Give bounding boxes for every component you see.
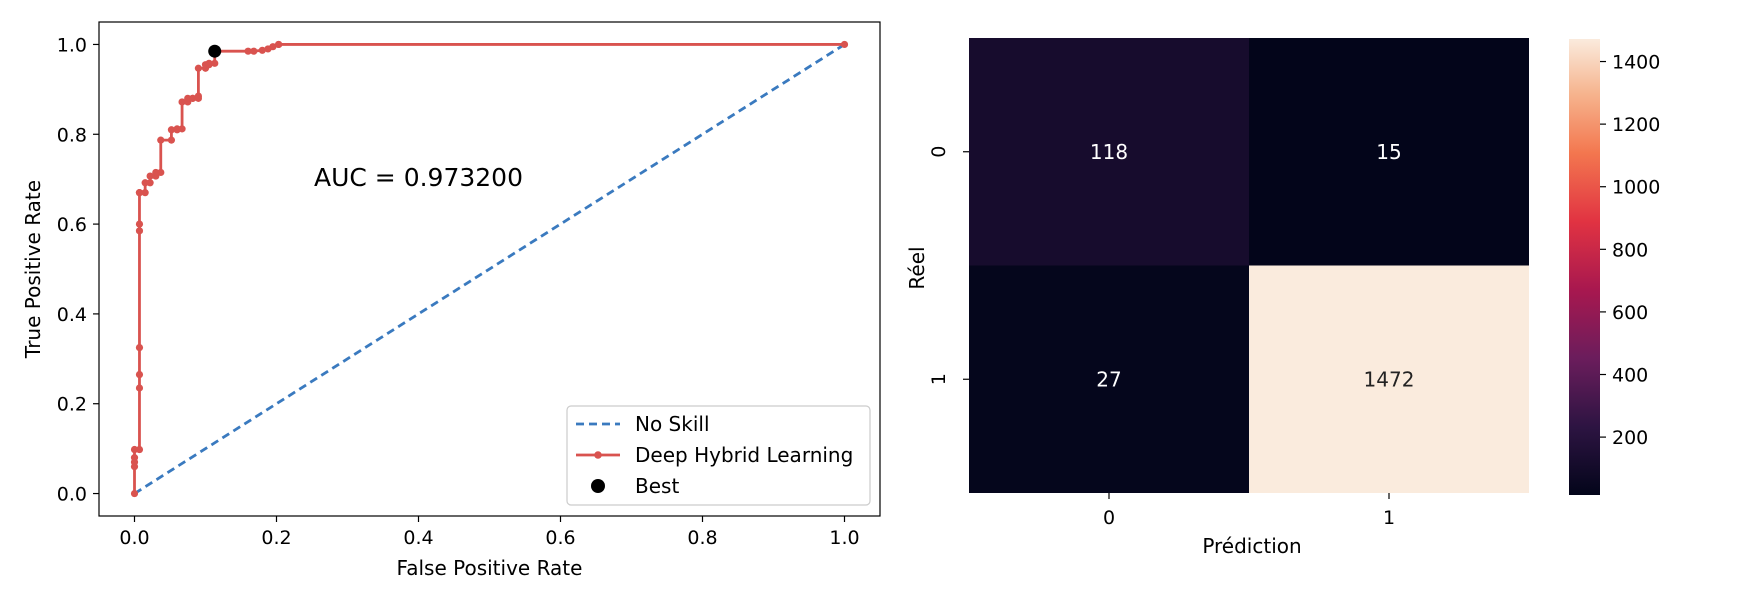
deep-hybrid-learning-point <box>258 46 266 54</box>
no-skill-line <box>133 43 846 495</box>
colorbar-tick-label: 600 <box>1612 302 1648 324</box>
roc-y-tick-label: 0.0 <box>57 484 87 506</box>
deep-hybrid-learning-point <box>211 59 219 67</box>
roc-x-tick-label: 1.0 <box>829 527 859 549</box>
deep-hybrid-learning-point <box>840 40 849 49</box>
roc-x-ticks: 0.0 0.2 0.4 0.6 0.8 1.0 <box>119 516 860 549</box>
cm-cell <box>969 38 1249 266</box>
roc-y-tick-label: 0.8 <box>57 124 87 146</box>
roc-x-tick-label: 0.6 <box>545 527 575 549</box>
roc-x-tick-label: 0.0 <box>119 527 149 549</box>
deep-hybrid-learning-point <box>178 98 186 106</box>
colorbar-tick-label: 1000 <box>1612 177 1660 199</box>
deep-hybrid-learning-point <box>194 64 202 72</box>
deep-hybrid-learning-point <box>141 179 149 187</box>
roc-y-tick-label: 1.0 <box>57 34 87 56</box>
deep-hybrid-learning-point <box>157 168 165 177</box>
deep-hybrid-learning-point <box>178 125 186 133</box>
roc-legend: No Skill Deep Hybrid Learning Best <box>566 405 871 506</box>
colorbar-tick-label: 800 <box>1612 239 1648 261</box>
deep-hybrid-learning-point <box>135 370 144 379</box>
deep-hybrid-learning-point <box>146 179 154 187</box>
cm-y-ticks: 01 <box>928 146 969 385</box>
deep-hybrid-learning-point <box>157 136 165 144</box>
roc-chart: 0.0 0.2 0.4 0.6 0.8 1.0 0.0 0.2 0.4 0.6 0.8 1.0 AU… <box>21 21 881 580</box>
deep-hybrid-learning-point <box>135 384 144 392</box>
cm-cell <box>1249 265 1529 493</box>
cm-cell <box>1249 38 1529 266</box>
cm-x-axis-label: Prédiction <box>1202 534 1301 558</box>
colorbar-tick-label: 1200 <box>1612 114 1660 136</box>
confusion-matrix-cells: 118 15 27 1472 <box>969 38 1529 493</box>
legend-frame <box>566 405 871 506</box>
roc-series <box>130 40 849 498</box>
legend-best-swatch <box>591 479 605 493</box>
legend-best-label: Best <box>635 474 679 498</box>
deep-hybrid-learning-point <box>130 445 139 454</box>
colorbar-ticks: 200 400 600 800 1000 1200 1400 <box>1600 52 1660 449</box>
deep-hybrid-learning-point <box>135 220 144 228</box>
deep-hybrid-learning-point <box>130 489 139 498</box>
roc-y-tick-label: 0.4 <box>57 304 87 326</box>
legend-dhl-swatch-marker <box>594 451 602 459</box>
best-point <box>208 44 222 58</box>
auc-annotation: AUC = 0.973200 <box>314 163 523 192</box>
deep-hybrid-learning-point <box>130 454 139 462</box>
cm-cell-value: 27 <box>1096 367 1121 391</box>
cm-cell <box>969 265 1249 493</box>
roc-x-tick-label: 0.4 <box>403 527 433 549</box>
roc-x-tick-label: 0.2 <box>261 527 291 549</box>
legend-dhl-label: Deep Hybrid Learning <box>635 443 853 467</box>
cm-cell-value: 1472 <box>1364 367 1415 391</box>
cm-cell-value: 118 <box>1090 140 1128 164</box>
deep-hybrid-learning-point <box>275 40 283 49</box>
roc-y-axis-label: True Positive Rate <box>21 180 45 359</box>
deep-hybrid-learning-point <box>184 94 192 102</box>
cm-x-tick-label: 0 <box>1103 507 1115 529</box>
deep-hybrid-learning-point <box>152 168 160 177</box>
deep-hybrid-learning-point <box>135 445 144 454</box>
deep-hybrid-learning-point <box>244 47 252 55</box>
deep-hybrid-learning-point <box>141 189 149 197</box>
colorbar-tick-label: 1400 <box>1612 52 1660 74</box>
colorbar-tick-label: 200 <box>1612 427 1648 449</box>
colorbar-gradient <box>1569 39 1600 495</box>
cm-y-tick-label: 1 <box>928 373 950 385</box>
roc-x-axis-label: False Positive Rate <box>397 556 583 580</box>
cm-y-axis-label: Réel <box>905 246 929 289</box>
deep-hybrid-learning-point <box>135 343 144 352</box>
deep-hybrid-learning-point <box>135 189 144 197</box>
deep-hybrid-learning-point <box>167 136 176 144</box>
roc-y-tick-label: 0.6 <box>57 214 87 236</box>
deep-hybrid-learning-point <box>189 94 197 102</box>
cm-cell-value: 15 <box>1376 140 1401 164</box>
legend-no-skill-label: No Skill <box>635 412 710 436</box>
roc-y-ticks: 0.0 0.2 0.4 0.6 0.8 1.0 <box>57 34 99 506</box>
roc-y-tick-label: 0.2 <box>57 394 87 416</box>
deep-hybrid-learning-point <box>205 59 213 67</box>
roc-x-tick-label: 0.8 <box>687 527 717 549</box>
cm-y-tick-label: 0 <box>928 146 950 158</box>
colorbar: 200 400 600 800 1000 1200 1400 <box>1569 39 1660 495</box>
deep-hybrid-learning-point <box>269 43 277 51</box>
deep-hybrid-learning-point <box>135 227 144 235</box>
deep-hybrid-learning-point <box>250 47 258 55</box>
deep-hybrid-learning-point <box>173 125 181 133</box>
deep-hybrid-learning-point <box>146 172 154 180</box>
deep-hybrid-learning-point <box>167 126 176 134</box>
colorbar-tick-label: 400 <box>1612 365 1648 387</box>
cm-x-tick-label: 1 <box>1383 507 1395 529</box>
deep-hybrid-learning-point <box>194 92 202 100</box>
